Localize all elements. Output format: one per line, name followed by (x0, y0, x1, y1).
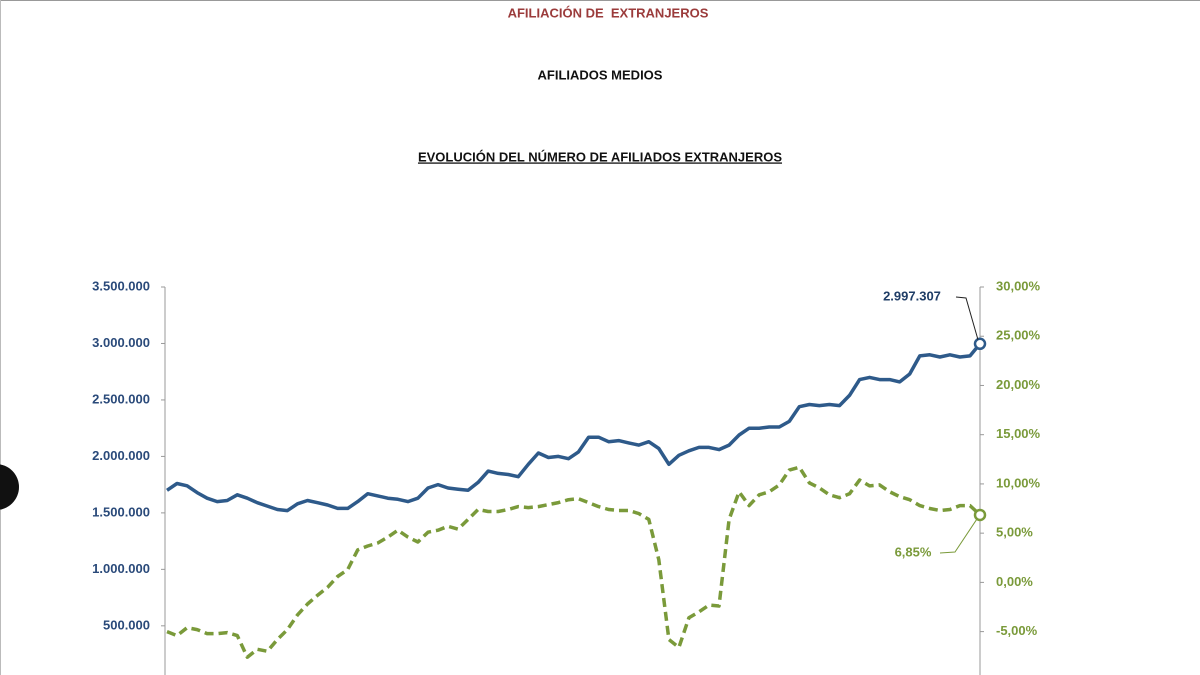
page-title: AFILIACIÓN DE EXTRANJEROS (508, 5, 709, 20)
y2-tick-label: 30,00% (996, 278, 1041, 293)
label-leader (939, 518, 978, 554)
y2-tick-label: -5,00% (996, 623, 1038, 638)
end-marker (973, 508, 987, 522)
series-line (166, 465, 982, 659)
chart-title: EVOLUCIÓN DEL NÚMERO DE AFILIADOS EXTRAN… (418, 149, 782, 164)
y2-tick-label: 10,00% (996, 475, 1041, 490)
y2-tick-label: 5,00% (996, 525, 1033, 540)
y-tick-label: 500.000 (103, 617, 150, 632)
nav-button[interactable] (0, 464, 19, 510)
page-subtitle: AFILIADOS MEDIOS (538, 67, 663, 82)
end-label: 2.997.307 (883, 288, 941, 303)
y-tick-label: 3.000.000 (92, 335, 150, 350)
label-leader (955, 296, 979, 340)
y-tick-label: 1.000.000 (92, 561, 150, 576)
series-line (166, 342, 982, 513)
y-tick-label: 1.500.000 (92, 504, 150, 519)
end-marker (973, 337, 987, 351)
y2-tick-label: 25,00% (996, 328, 1041, 343)
end-label: 6,85% (895, 544, 932, 559)
y-tick-label: 3.500.000 (92, 278, 150, 293)
y2-tick-label: 20,00% (996, 377, 1041, 392)
y2-tick-label: 15,00% (996, 426, 1041, 441)
y-tick-label: 2.500.000 (92, 391, 150, 406)
y-tick-label: 2.000.000 (92, 448, 150, 463)
y2-tick-label: 0,00% (996, 574, 1033, 589)
